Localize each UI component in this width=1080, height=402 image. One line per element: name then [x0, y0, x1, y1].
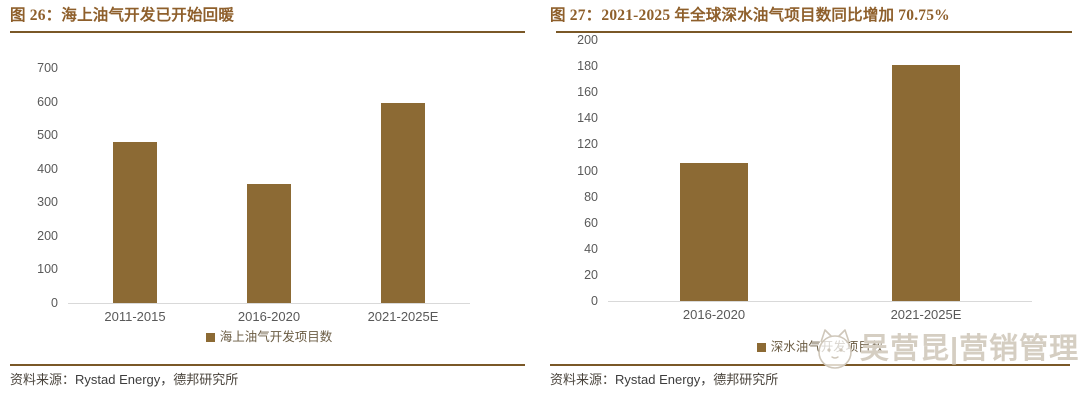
x-axis-line	[68, 303, 470, 304]
figure-27-title: 图 27：2021-2025 年全球深水油气项目数同比增加 70.75%	[550, 7, 950, 24]
y-axis-tick-label: 100	[577, 163, 598, 178]
y-axis-tick-label: 200	[577, 33, 598, 47]
y-axis-tick-label: 60	[584, 215, 598, 230]
legend-label: 深水油气开发项目数	[770, 340, 884, 354]
y-axis-tick-label: 20	[584, 267, 598, 282]
y-axis-tick-label: 140	[577, 111, 598, 126]
x-axis-category-label: 2021-2025E	[367, 309, 439, 324]
y-axis-tick-label: 180	[577, 59, 598, 74]
y-axis-tick-label: 0	[51, 296, 58, 310]
y-axis-tick-label: 300	[37, 195, 58, 210]
x-axis-line	[608, 301, 1032, 302]
bar-2021-2025E	[380, 103, 426, 303]
figure-26-title: 图 26：海上油气开发已开始回暖	[10, 7, 235, 24]
y-axis-tick-label: 600	[37, 94, 58, 109]
y-axis-tick-label: 100	[37, 262, 58, 277]
y-axis-tick-label: 80	[584, 189, 598, 204]
bottom-rule	[10, 364, 525, 366]
y-axis-tick-label: 700	[37, 61, 58, 75]
source-label: 资料来源：	[550, 372, 616, 387]
x-axis-category-label: 2021-2025E	[890, 307, 962, 322]
x-axis-category-label: 2011-2015	[104, 309, 166, 324]
source-provider: Rystad Energy，	[75, 372, 174, 387]
source-label: 资料来源：	[10, 372, 76, 387]
source-institute: 德邦研究所	[173, 372, 239, 387]
legend-swatch-icon	[205, 333, 215, 342]
bottom-rule	[550, 364, 1070, 366]
y-axis-tick-label: 120	[577, 137, 598, 152]
legend: 深水油气开发项目数	[608, 340, 1032, 355]
source-note: 资料来源：Rystad Energy，德邦研究所	[550, 371, 1072, 389]
bar-2011-2015	[112, 141, 158, 303]
source-provider: Rystad Energy，	[615, 372, 714, 387]
legend-swatch-icon	[756, 343, 766, 352]
source-institute: 德邦研究所	[713, 372, 779, 387]
bar-2016-2020	[680, 162, 748, 301]
bar-2016-2020	[246, 183, 292, 303]
y-axis-tick-label: 0	[591, 294, 598, 308]
figure-26-bar-chart: 0 100 200 300 400 500 600 700 2011-2015 2016-2020…	[10, 6, 527, 398]
y-axis-tick-label: 160	[577, 85, 598, 100]
figure-26-panel: 图 26：海上油气开发已开始回暖 0 100 200 300 400 500 600 700 2…	[10, 6, 527, 398]
title-rule	[556, 31, 1072, 33]
legend-label: 海上油气开发项目数	[219, 330, 333, 344]
y-axis-tick-label: 400	[37, 161, 58, 176]
figure-27-bar-chart: 0 20 40 60 80 100 120 140 160 180 200 2016-2020 2021…	[550, 6, 1072, 398]
y-axis-tick-label: 500	[37, 128, 58, 143]
figure-27-panel: 图 27：2021-2025 年全球深水油气项目数同比增加 70.75% 0 20…	[550, 6, 1072, 398]
y-axis-tick-label: 40	[584, 241, 598, 256]
x-axis-category-label: 2016-2020	[682, 307, 746, 322]
legend: 海上油气开发项目数	[68, 330, 470, 345]
source-note: 资料来源：Rystad Energy，德邦研究所	[10, 371, 527, 389]
title-rule	[10, 31, 525, 33]
x-axis-category-label: 2016-2020	[237, 309, 301, 324]
y-axis-tick-label: 200	[37, 228, 58, 243]
bar-2021-2025E	[892, 64, 960, 301]
